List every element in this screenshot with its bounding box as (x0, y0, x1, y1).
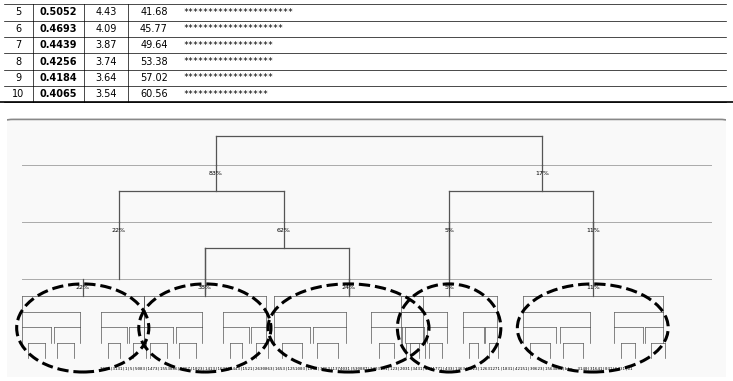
Text: 3.64: 3.64 (95, 73, 117, 83)
Text: 3.54: 3.54 (95, 89, 117, 99)
Text: 3.74: 3.74 (95, 56, 117, 67)
Text: 9: 9 (15, 73, 21, 83)
Text: 53.38: 53.38 (140, 56, 168, 67)
Text: 62%: 62% (277, 228, 291, 233)
Text: 0.4693: 0.4693 (40, 24, 78, 34)
Text: ******************: ****************** (183, 57, 273, 66)
Text: 38%: 38% (198, 285, 212, 290)
Text: 3088|3131|1|5|5083|1473|1553086|3067|1023|1413|1623|1443|1521|2630863|1653|12510: 3088|3131|1|5|5083|1473|1553086|3067|102… (100, 368, 633, 371)
Text: 0.4439: 0.4439 (40, 40, 78, 50)
Text: ******************: ****************** (183, 41, 273, 50)
Text: 0.4065: 0.4065 (40, 89, 78, 99)
Text: 49.64: 49.64 (140, 40, 168, 50)
FancyBboxPatch shape (2, 119, 731, 378)
Text: ********************: ******************** (183, 24, 283, 33)
Text: 83%: 83% (209, 171, 223, 176)
Text: 22%: 22% (75, 285, 89, 290)
Text: 57.02: 57.02 (140, 73, 168, 83)
Text: ******************: ****************** (183, 74, 273, 82)
Text: 3.87: 3.87 (95, 40, 117, 50)
Text: 0.4256: 0.4256 (40, 56, 78, 67)
Text: 0.4184: 0.4184 (40, 73, 78, 83)
Text: *****************: ***************** (183, 90, 268, 99)
Text: 8: 8 (15, 56, 21, 67)
Text: 45.77: 45.77 (140, 24, 168, 34)
Text: 11%: 11% (586, 285, 600, 290)
Text: 24%: 24% (342, 285, 356, 290)
Text: 6: 6 (15, 24, 21, 34)
Text: 17%: 17% (536, 171, 550, 176)
Text: 22%: 22% (111, 228, 125, 233)
Text: 41.68: 41.68 (140, 8, 168, 18)
Text: 60.56: 60.56 (140, 89, 168, 99)
Text: 5: 5 (15, 8, 21, 18)
Text: **********************: ********************** (183, 8, 293, 17)
Text: 5%: 5% (444, 228, 454, 233)
Text: 10: 10 (12, 89, 24, 99)
Text: 4.43: 4.43 (95, 8, 117, 18)
Text: 4.09: 4.09 (95, 24, 117, 34)
Text: 7: 7 (15, 40, 21, 50)
Text: 5%: 5% (444, 285, 454, 290)
Text: 0.5052: 0.5052 (40, 8, 78, 18)
Text: 11%: 11% (586, 228, 600, 233)
